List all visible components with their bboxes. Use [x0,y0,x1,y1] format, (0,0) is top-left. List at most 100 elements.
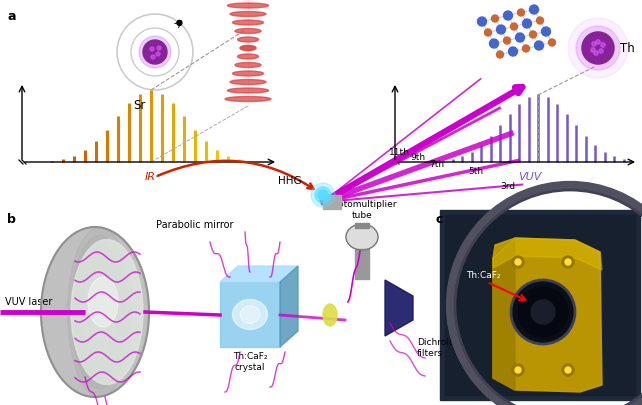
Circle shape [582,32,614,64]
Ellipse shape [80,261,119,363]
Circle shape [562,364,574,376]
Circle shape [537,17,544,24]
Circle shape [492,15,498,22]
Circle shape [496,25,505,34]
Text: c: c [435,213,442,226]
Polygon shape [493,238,515,390]
Ellipse shape [67,227,132,397]
Circle shape [157,46,161,50]
Circle shape [478,17,487,26]
Text: Dichroic
filters: Dichroic filters [417,338,454,358]
Circle shape [517,9,525,16]
Circle shape [315,187,331,203]
Text: 5th: 5th [468,167,483,176]
Text: 3rd: 3rd [500,182,516,191]
Circle shape [503,11,512,20]
Circle shape [508,47,517,56]
Bar [355,249,369,279]
Ellipse shape [71,239,143,384]
Polygon shape [493,238,602,392]
Polygon shape [280,266,298,347]
Ellipse shape [235,62,261,68]
Circle shape [599,49,603,53]
Ellipse shape [230,11,266,17]
Circle shape [565,259,571,265]
Circle shape [489,39,498,48]
Ellipse shape [230,79,266,85]
Text: Parabolic mirror: Parabolic mirror [156,220,234,230]
Circle shape [568,18,628,78]
Text: 11th: 11th [389,148,410,157]
Polygon shape [385,280,413,336]
Ellipse shape [77,252,123,371]
Ellipse shape [74,244,126,380]
Circle shape [496,51,503,58]
Ellipse shape [238,37,259,42]
Circle shape [318,190,328,200]
Ellipse shape [232,300,268,330]
Ellipse shape [232,20,263,25]
Circle shape [530,31,537,38]
Circle shape [535,41,544,50]
Text: Th:CaF₂: Th:CaF₂ [466,271,501,281]
Ellipse shape [227,88,268,93]
Bar [323,195,341,209]
Circle shape [523,45,530,52]
Text: Th: Th [620,41,635,55]
Circle shape [582,32,614,64]
Ellipse shape [227,3,268,8]
Circle shape [531,300,555,324]
Text: VUV laser: VUV laser [5,297,53,307]
Ellipse shape [323,304,337,326]
Circle shape [311,183,335,207]
Circle shape [548,39,555,46]
Ellipse shape [240,45,256,51]
Polygon shape [493,238,602,270]
Ellipse shape [84,269,116,354]
Circle shape [596,40,600,44]
Text: Sr: Sr [133,99,145,112]
Bar [220,282,280,347]
Text: 9th: 9th [410,153,425,162]
Circle shape [511,280,575,344]
Ellipse shape [346,224,378,250]
Circle shape [523,19,532,28]
Circle shape [515,367,521,373]
Circle shape [512,364,524,376]
Ellipse shape [225,96,271,102]
Circle shape [485,29,492,36]
Circle shape [562,256,574,268]
Text: Photomultiplier
tube: Photomultiplier tube [327,200,397,220]
Circle shape [576,26,620,70]
Ellipse shape [88,277,118,327]
Circle shape [594,51,598,55]
Circle shape [177,20,182,26]
Ellipse shape [232,71,263,76]
Ellipse shape [235,28,261,34]
Circle shape [592,42,596,46]
Ellipse shape [87,278,113,346]
Circle shape [601,43,605,47]
Circle shape [156,52,160,56]
Ellipse shape [71,235,129,388]
Circle shape [516,33,525,42]
Text: Th:CaF₂
crystal: Th:CaF₂ crystal [233,352,267,372]
Circle shape [151,55,155,59]
Bar [355,223,369,228]
Circle shape [143,40,167,64]
Ellipse shape [240,305,260,324]
Circle shape [518,287,568,337]
Text: 7th: 7th [429,160,444,169]
Text: a: a [7,10,15,23]
Circle shape [591,48,595,52]
Text: HHG: HHG [278,176,302,186]
Text: IR: IR [144,172,155,182]
Bar [440,210,640,400]
Bar [445,215,635,395]
Text: b: b [7,213,16,226]
Ellipse shape [238,54,259,59]
Circle shape [510,23,517,30]
Circle shape [530,5,539,14]
Circle shape [150,47,154,51]
Circle shape [512,256,524,268]
